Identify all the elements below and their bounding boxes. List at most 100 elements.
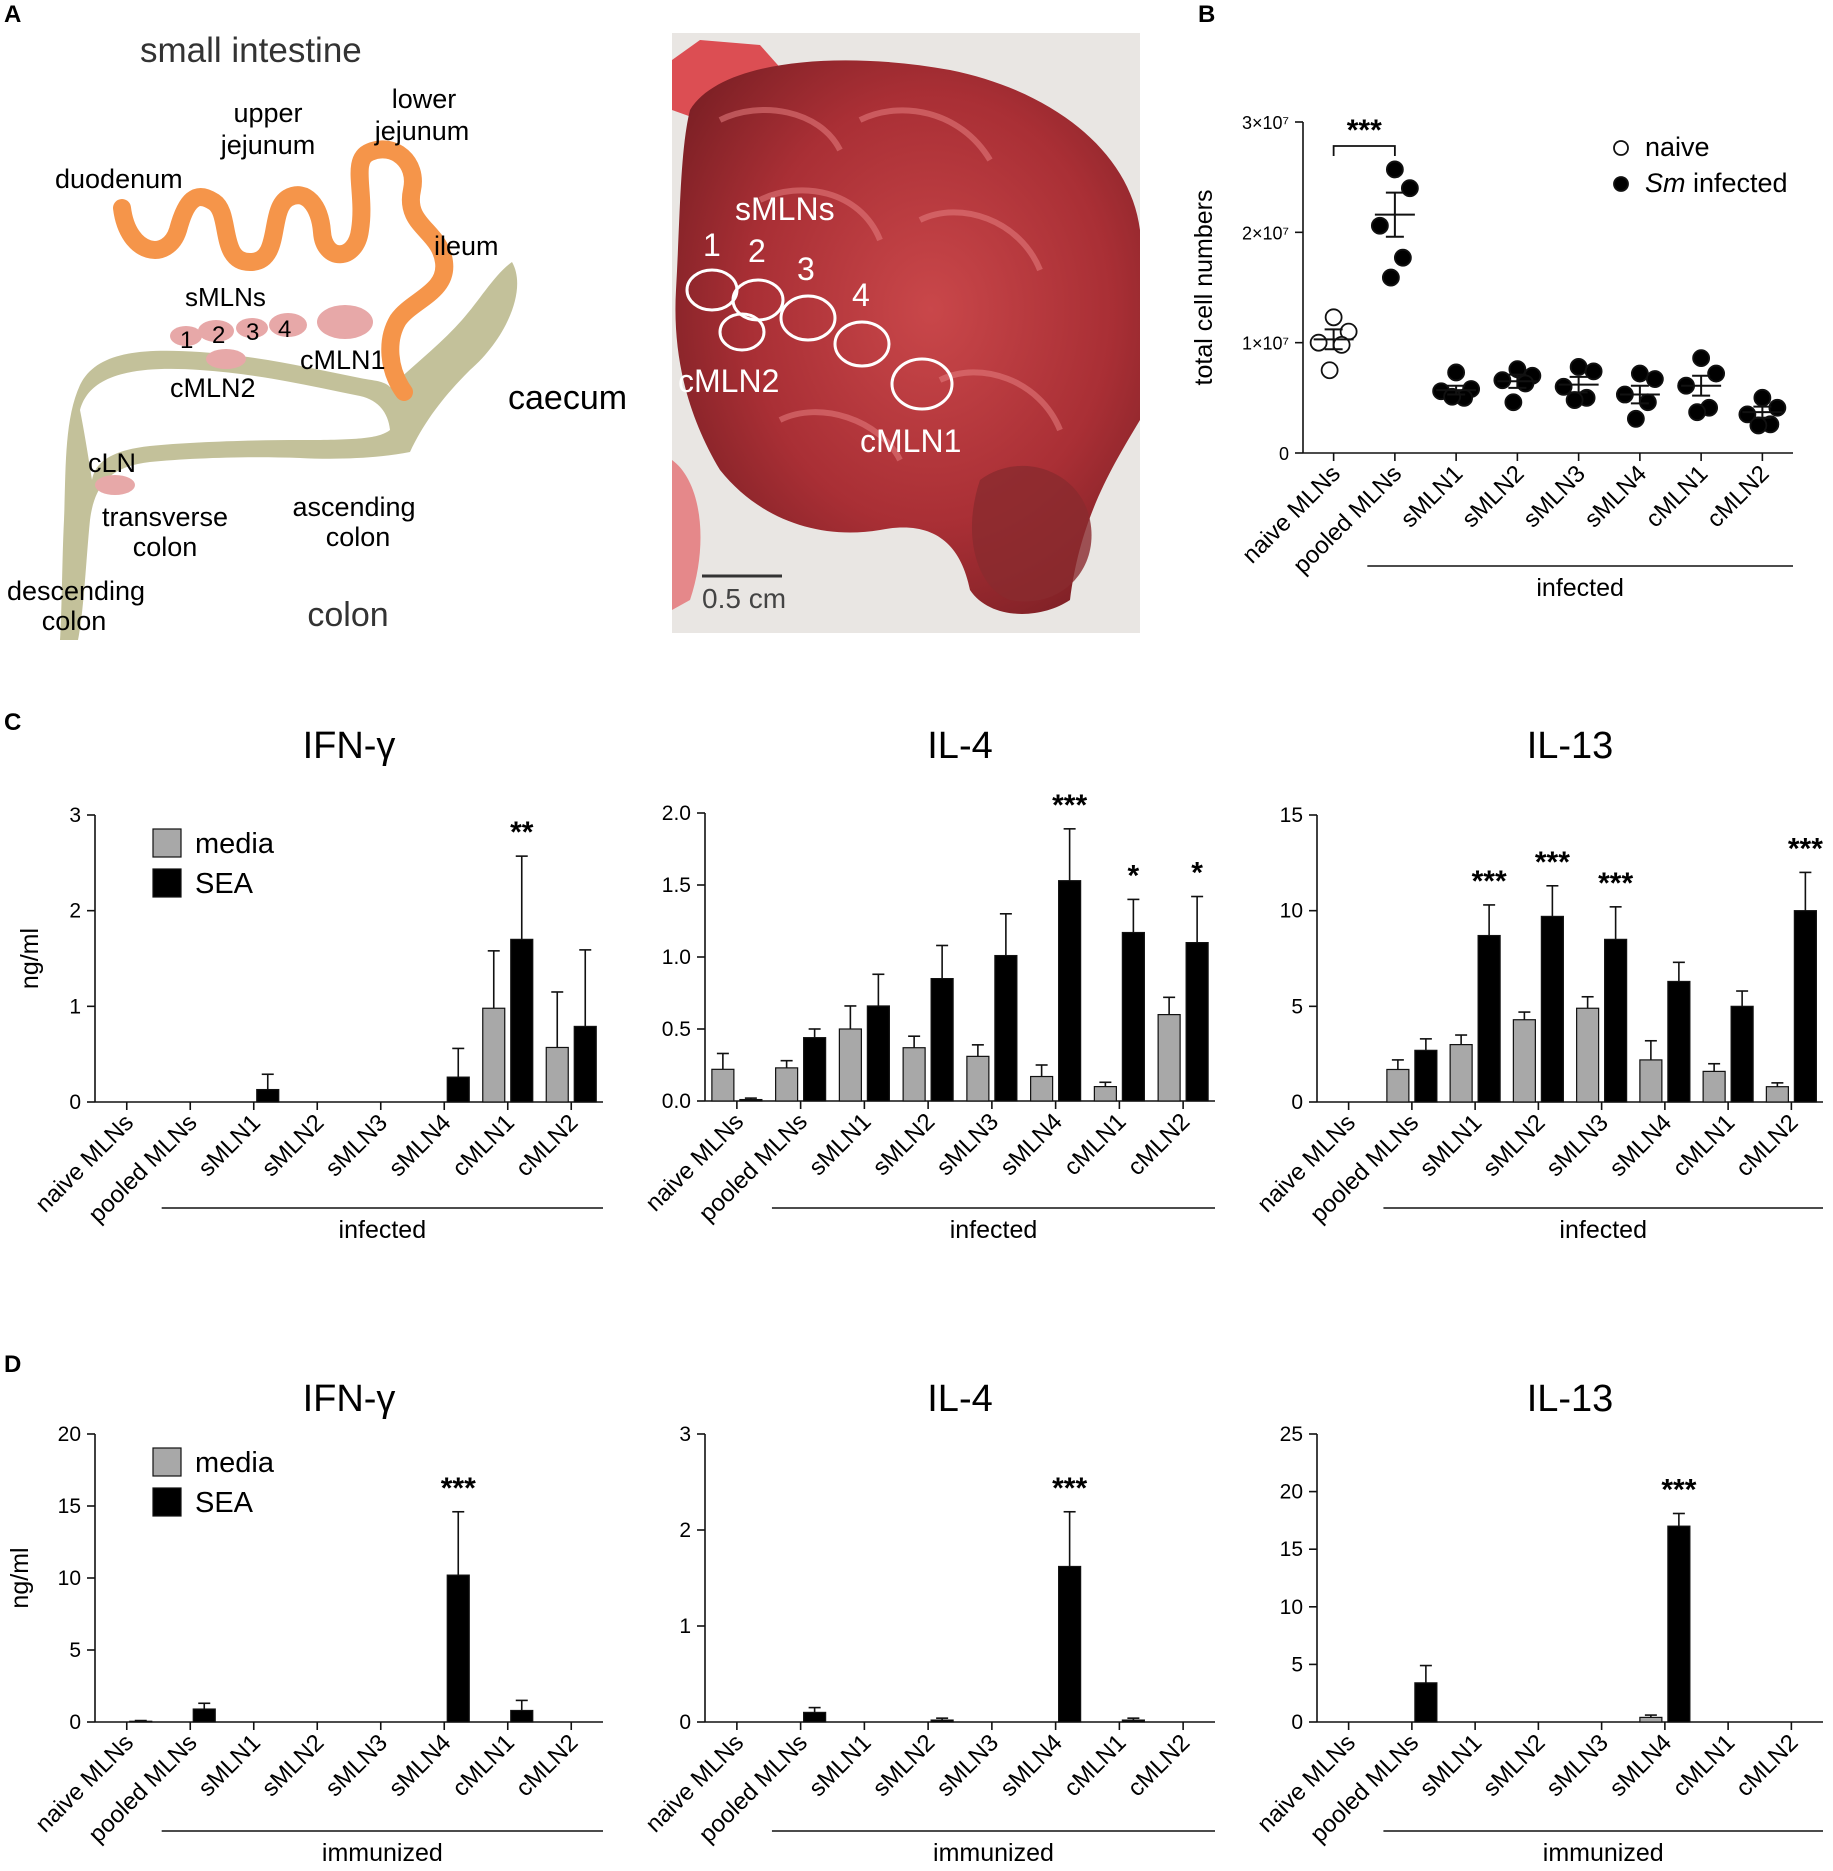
d1-y-tick-label: 0 [69,1711,81,1734]
d3-group-label: immunized [1543,1839,1664,1867]
d1-category-label-cmln2: cMLN2 [511,1729,584,1802]
label-ascending-colon: colon [326,522,391,552]
d3-category-label-cmln1: cMLN1 [1668,1729,1741,1802]
b-point-smln3 [1565,391,1584,409]
c2-bar-sea-cmln2 [1185,941,1209,1102]
c2-bar-media-cmln1 [1093,1085,1117,1102]
d2-bar-sea-smln2 [930,1719,954,1723]
d2-y-tick-label: 2 [679,1519,691,1542]
c2-significance-cmln1: * [1128,859,1140,892]
d3-category-label-smln3: sMLN3 [1541,1729,1614,1802]
label-duodenum: duodenum [55,164,183,194]
d3-y-tick-label: 5 [1291,1653,1303,1676]
c2-y-tick-label: 1.0 [662,946,691,969]
c3-bar-media-smln2 [1512,1019,1536,1103]
c2-y-tick-label: 1.5 [662,874,691,897]
b-point-smln3 [1584,362,1603,381]
smln-node-1 [170,326,202,346]
d1-category-label-cmln1: cMLN1 [447,1729,520,1802]
small-intestine-shape [113,140,454,401]
d3-y-tick-label: 25 [1280,1423,1303,1446]
c2-bar-media-cmln2 [1157,1013,1181,1102]
c3-y-tick-label: 0 [1291,1091,1303,1114]
c1-legend-label-media: media [195,828,275,860]
b-point-smln1 [1443,387,1462,406]
c3-bar-media-pooled-mlns [1386,1068,1410,1103]
b-y-axis-label: total cell numbers [1190,190,1218,386]
c2-bar-media-smln1 [838,1028,862,1102]
c3-category-label-smln4: sMLN4 [1604,1109,1677,1182]
b-point-cmln2 [1749,416,1768,435]
smln-node-2 [198,320,234,342]
d3-y-tick-label: 15 [1280,1538,1303,1561]
b-point-cmln2 [1738,405,1757,424]
c1-bar-sea-cmln2 [573,1025,597,1103]
photo-circle-smln3 [779,294,837,342]
mouse-dissection-photo: sMLNs 1 2 3 4 cMLN2 cMLN1 0.5 cm [672,33,1140,633]
c3-bar-sea-cmln2 [1793,910,1817,1103]
d3-category-label-cmln2: cMLN2 [1731,1729,1804,1802]
b-point-pooled-mlns [1370,216,1389,235]
d1-title: IFN-γ [303,1378,396,1420]
c1-y-tick-label: 3 [69,804,81,827]
d3-bar-sea-pooled-mlns [1414,1682,1438,1723]
label-transverse-colon: colon [133,532,198,562]
label-transverse: transverse [102,502,228,532]
b-point-cmln2 [1753,388,1772,407]
c3-category-label-cmln1: cMLN1 [1668,1109,1741,1182]
d2-bar-sea-cmln1 [1121,1719,1145,1723]
label-upper: upper [233,98,302,128]
d3-title: IL-13 [1527,1378,1614,1420]
c3-y-tick-label: 10 [1280,900,1303,923]
c1-y-tick-label: 2 [69,900,81,923]
d2-category-label-smln3: sMLN3 [931,1729,1004,1802]
scale-bar-label: 0.5 cm [702,583,786,614]
label-small-intestine: small intestine [140,31,362,70]
d2-significance-smln4: *** [1052,1472,1087,1505]
c2-y-tick-label: 2.0 [662,802,691,825]
b-point-cmln1 [1688,403,1707,422]
c2-bar-sea-naive-mlns [739,1098,763,1102]
c2-bar-sea-pooled-mlns [803,1037,827,1102]
panel-letter-c: C [4,709,21,736]
c1-bar-sea-smln4 [446,1076,470,1103]
c2-bar-sea-smln3 [994,954,1018,1102]
d2-bar-sea-pooled-mlns [803,1711,827,1723]
cmln1-node [317,305,373,339]
photo-circle-cmln2 [718,312,766,352]
c1-bar-media-cmln2 [545,1046,569,1103]
photo-label-cmln1: cMLN1 [860,423,961,459]
label-descending-colon: colon [42,606,107,636]
c3-significance-smln1: *** [1472,865,1507,898]
c2-category-label-smln2: sMLN2 [868,1108,941,1181]
label-caecum: caecum [508,379,627,417]
c2-bar-sea-smln2 [930,977,954,1102]
c2-category-label-cmln1: cMLN1 [1059,1108,1132,1181]
c2-bar-media-naive-mlns [711,1068,735,1102]
b-significance-label: *** [1347,114,1382,147]
d3-y-tick-label: 10 [1280,1596,1303,1619]
b-point-pooled-mlns [1385,160,1404,179]
b-point-smln4 [1645,370,1664,388]
b-point-naive-mlns [1324,308,1343,327]
c3-category-label-smln2: sMLN2 [1478,1109,1551,1182]
label-node-2: 2 [212,322,225,349]
b-category-label-cmln1: cMLN1 [1641,460,1714,533]
b-legend-label-sm-infected: Sm infected [1645,168,1788,198]
label-cln: cLN [88,448,136,478]
d2-category-label-cmln2: cMLN2 [1123,1729,1196,1802]
photo-label-smlns: sMLNs [735,191,835,227]
d3-bar-sea-smln4 [1667,1525,1691,1723]
c1-bar-sea-cmln1 [510,938,534,1103]
c3-group-label: infected [1559,1216,1647,1244]
d3-category-label-smln2: sMLN2 [1478,1729,1551,1802]
b-point-pooled-mlns [1400,179,1419,198]
b-point-smln4 [1630,364,1649,383]
d1-bar-sea-naive-mlns [129,1720,153,1723]
b-point-smln3 [1554,377,1573,396]
c3-bar-media-smln3 [1576,1007,1600,1103]
